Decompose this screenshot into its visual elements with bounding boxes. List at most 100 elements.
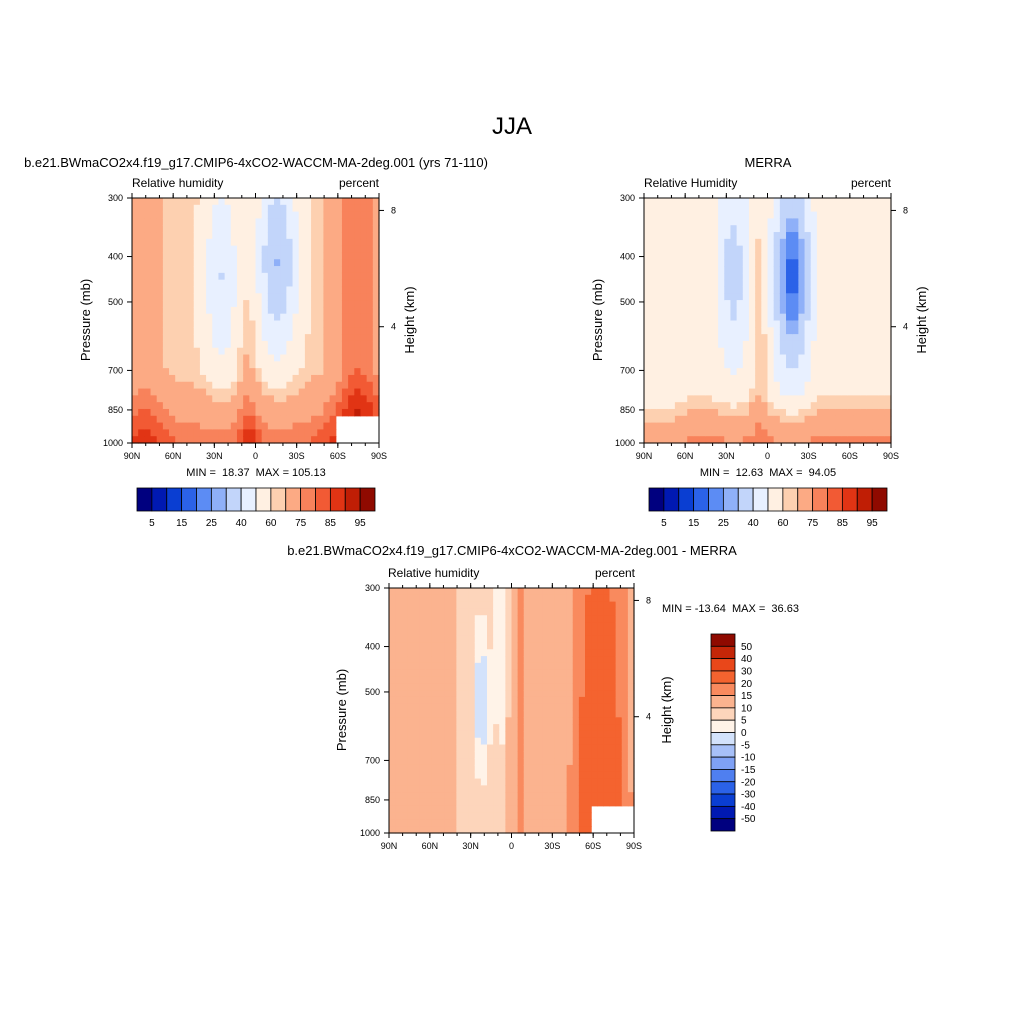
contour-cell — [804, 259, 812, 267]
contour-cell — [175, 374, 182, 383]
contour-cell — [603, 635, 611, 644]
contour-cell — [523, 635, 531, 644]
contour-cell — [736, 361, 744, 369]
contour-cell — [603, 601, 611, 610]
contour-cell — [366, 225, 374, 233]
contour-cell — [413, 615, 421, 623]
contour-cell — [656, 266, 664, 274]
contour-cell — [755, 374, 762, 383]
contour-cell — [206, 204, 213, 213]
contour-cell — [767, 388, 775, 396]
contour-cell — [644, 266, 651, 274]
contour-cell — [718, 225, 725, 233]
contour-cell — [431, 683, 439, 691]
contour-cell — [853, 395, 861, 403]
contour-cell — [792, 293, 799, 301]
contour-cell — [810, 340, 818, 349]
contour-cell — [199, 293, 207, 301]
contour-cell — [329, 402, 337, 410]
contour-cell — [187, 225, 195, 233]
contour-cell — [705, 429, 713, 437]
contour-cell — [132, 211, 139, 220]
contour-cell — [609, 615, 617, 623]
contour-cell — [668, 320, 676, 328]
contour-cell — [798, 361, 806, 369]
contour-cell — [748, 402, 756, 410]
contour-cell — [853, 340, 861, 349]
contour-cell — [810, 429, 818, 437]
contour-cell — [566, 608, 574, 616]
contour-cell — [366, 259, 374, 267]
contour-cell — [456, 744, 464, 752]
contour-cell — [487, 594, 494, 603]
contour-cell — [372, 252, 380, 260]
contour-cell — [499, 819, 506, 827]
contour-cell — [730, 300, 738, 308]
contour-cell — [792, 259, 799, 267]
colorbar-box — [797, 487, 814, 512]
contour-cell — [816, 327, 824, 335]
contour-cell — [724, 374, 732, 383]
contour-cell — [395, 805, 402, 814]
contour-cell — [650, 279, 657, 288]
contour-cell — [724, 388, 732, 396]
contour-cell — [860, 279, 867, 288]
contour-cell — [169, 429, 176, 437]
contour-cell — [572, 683, 580, 691]
contour-cell — [742, 334, 750, 342]
contour-cell — [450, 608, 457, 616]
contour-cell — [542, 758, 549, 766]
contour-cell — [705, 198, 713, 206]
contour-cell — [523, 751, 531, 759]
contour-cell — [829, 259, 837, 267]
contour-cell — [474, 642, 482, 650]
contour-cell — [786, 436, 793, 444]
contour-cell — [804, 293, 812, 301]
contour-cell — [591, 642, 598, 650]
contour-cell — [413, 785, 421, 793]
contour-cell — [169, 361, 176, 369]
contour-cell — [249, 408, 257, 417]
contour-cell — [372, 334, 380, 342]
contour-cell — [468, 717, 476, 725]
y2-tick-label: 8 — [391, 205, 396, 215]
contour-cell — [505, 669, 513, 678]
contour-cell — [499, 628, 506, 637]
contour-cell — [181, 361, 189, 369]
contour-cell — [419, 771, 427, 780]
contour-cell — [656, 340, 664, 349]
contour-cell — [627, 608, 635, 616]
contour-cell — [444, 588, 451, 596]
contour-cell — [860, 238, 867, 247]
contour-cell — [462, 764, 470, 773]
contour-cell — [480, 662, 488, 671]
contour-cell — [419, 662, 427, 671]
contour-cell — [650, 422, 657, 430]
contour-cell — [462, 601, 470, 610]
contour-cell — [493, 635, 500, 644]
contour-cell — [199, 429, 207, 437]
contour-cell — [187, 374, 195, 383]
contour-cell — [274, 422, 281, 430]
contour-cell — [236, 340, 244, 349]
contour-cell — [323, 381, 331, 390]
contour-cell — [878, 340, 886, 349]
contour-cell — [280, 211, 287, 220]
contour-cell — [236, 204, 244, 213]
contour-cell — [292, 259, 300, 267]
contour-cell — [419, 628, 427, 637]
contour-cell — [413, 812, 421, 820]
contour-cell — [493, 819, 500, 827]
contour-cell — [206, 286, 213, 294]
contour-cell — [668, 422, 676, 430]
contour-cell — [536, 812, 543, 820]
contour-cell — [280, 422, 287, 430]
contour-cell — [450, 656, 457, 664]
contour-cell — [699, 300, 707, 308]
contour-cell — [199, 388, 207, 396]
contour-cell — [329, 286, 337, 294]
contour-cell — [656, 334, 664, 342]
contour-cell — [187, 279, 195, 288]
contour-cell — [187, 340, 195, 349]
contour-cell — [199, 306, 207, 315]
